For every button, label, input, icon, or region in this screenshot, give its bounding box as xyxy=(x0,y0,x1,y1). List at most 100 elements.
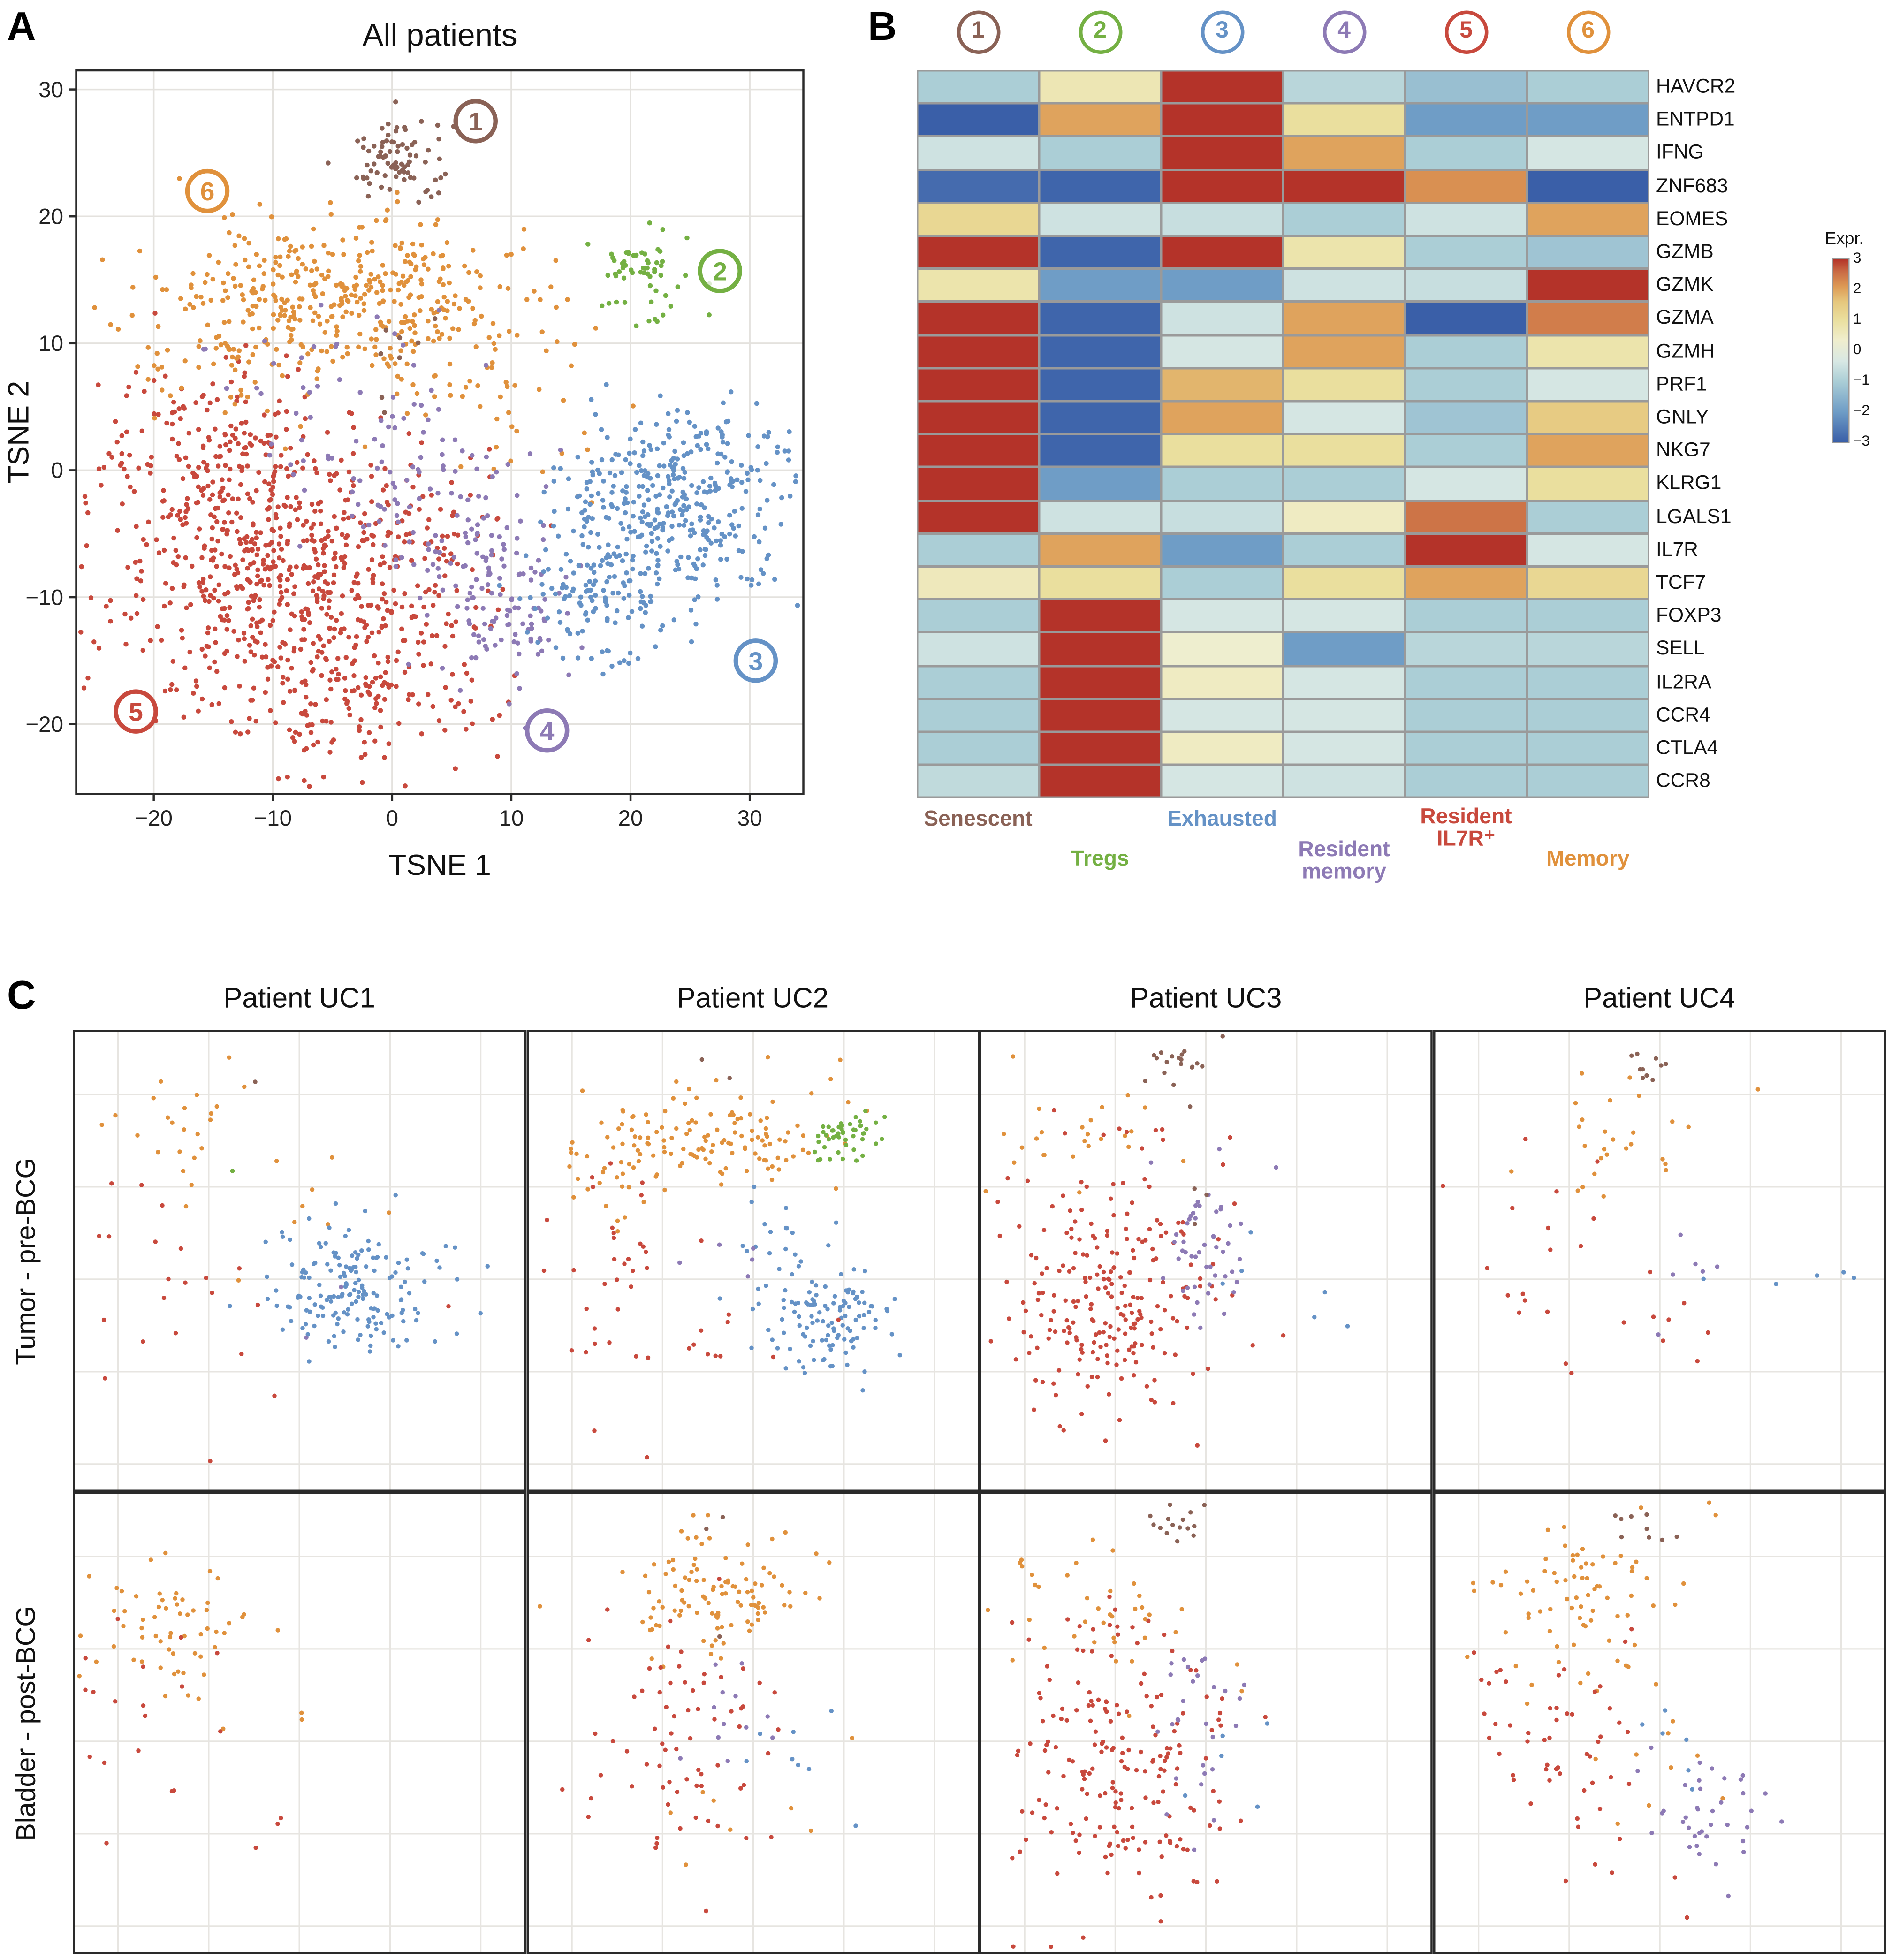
heatmap-cell xyxy=(1039,434,1161,467)
heatmap-cell xyxy=(1405,334,1527,368)
subplot-border xyxy=(73,1030,526,1492)
grid-lines xyxy=(526,1030,980,1492)
gene-label: FOXP3 xyxy=(1656,604,1722,627)
heatmap-cell xyxy=(1161,136,1283,170)
cluster-5-points xyxy=(83,1617,223,1846)
cluster-5-points xyxy=(1563,1862,1689,1920)
heatmap-cell xyxy=(1039,70,1161,104)
heatmap-cell xyxy=(1039,500,1161,533)
heatmap-cell xyxy=(1527,169,1649,203)
heatmap-column-circle-3: 3 xyxy=(1200,10,1244,54)
heatmap-cell xyxy=(1039,103,1161,137)
cluster-name-label: Tregs xyxy=(1071,845,1129,870)
cluster-3-points xyxy=(1701,1270,1856,1286)
heatmap-cell xyxy=(1039,268,1161,302)
scatter-points xyxy=(1440,1051,1856,1375)
cluster-5-points xyxy=(988,1131,1286,1448)
heatmap-cell xyxy=(1283,268,1405,302)
heatmap-cell xyxy=(917,302,1039,335)
heatmap-cell xyxy=(1405,236,1527,269)
cluster-6-points xyxy=(983,1054,1186,1195)
patient-column-title: Patient UC1 xyxy=(223,983,375,1015)
cluster-5-points xyxy=(97,1181,260,1381)
cluster-6-points xyxy=(537,1513,831,1669)
cluster-1-points xyxy=(253,1079,258,1084)
heatmap-cell xyxy=(1039,632,1161,666)
heatmap-cell xyxy=(1161,732,1283,765)
row-title: Bladder - post-BCG xyxy=(10,1605,41,1841)
cluster-3-points xyxy=(497,389,800,649)
heatmap-cell xyxy=(1527,268,1649,302)
heatmap-cell xyxy=(1527,136,1649,170)
cluster-6-points xyxy=(567,1078,869,1191)
cluster-5-points xyxy=(1440,1137,1699,1375)
cluster-1-points xyxy=(1628,1051,1668,1082)
scatter-points xyxy=(537,1513,858,1914)
cluster-3-number: 3 xyxy=(749,646,763,676)
x-tick-label: 10 xyxy=(499,806,524,831)
cluster-3-points xyxy=(717,1220,902,1393)
legend-tick-label: 1 xyxy=(1853,311,1862,327)
gene-label: IL7R xyxy=(1656,538,1698,561)
cluster-6-points xyxy=(668,1736,854,1867)
cluster-1-points xyxy=(703,1515,724,1531)
heatmap-cell xyxy=(1039,467,1161,501)
y-tick-label: −10 xyxy=(25,585,63,610)
heatmap-cell xyxy=(1039,699,1161,732)
cluster-3-points xyxy=(590,382,798,545)
heatmap-cell xyxy=(1039,202,1161,236)
heatmap-cell xyxy=(1527,699,1649,732)
gene-label: TCF7 xyxy=(1656,571,1706,594)
heatmap-cell xyxy=(1405,566,1527,600)
cluster-5-points xyxy=(541,1161,650,1433)
heatmap-cell xyxy=(1283,202,1405,236)
heatmap-cell xyxy=(1161,302,1283,335)
heatmap-cell xyxy=(1161,632,1283,666)
cluster-6-points xyxy=(236,1155,391,1283)
heatmap-cell xyxy=(1283,699,1405,732)
cluster-4-points xyxy=(304,1284,343,1340)
cluster-6-points xyxy=(77,1550,246,1698)
cluster-4-points xyxy=(350,437,569,611)
heatmap-cell xyxy=(1161,599,1283,633)
heatmap-cell xyxy=(1039,533,1161,567)
heatmap-cell xyxy=(1283,765,1405,798)
gene-label: CCR8 xyxy=(1656,769,1710,792)
subplot-border xyxy=(526,1492,980,1954)
patient-tsne-subplot xyxy=(73,1492,526,1954)
heatmap-cell xyxy=(917,169,1039,203)
cluster-6-points xyxy=(568,1126,667,1234)
y-tick-label: 0 xyxy=(51,458,63,483)
cluster-5-points xyxy=(172,1788,283,1850)
cluster-2-points xyxy=(585,220,712,328)
cluster-2-number: 2 xyxy=(713,257,727,286)
cluster-5-points xyxy=(1010,1607,1268,1949)
cluster-1-points xyxy=(1612,1512,1679,1542)
cluster-6-points xyxy=(316,253,598,463)
patient-tsne-subplot xyxy=(1432,1492,1886,1954)
heatmap-cell xyxy=(1039,302,1161,335)
heatmap-cell xyxy=(1161,169,1283,203)
heatmap-cell xyxy=(1405,632,1527,666)
cluster-1-points xyxy=(326,99,456,205)
gene-label: NKG7 xyxy=(1656,439,1710,462)
cluster-6-points xyxy=(1508,1071,1760,1199)
cluster-5-number: 5 xyxy=(129,698,143,727)
heatmap-cell xyxy=(1527,732,1649,765)
legend-tick-label: 0 xyxy=(1853,341,1862,358)
x-tick-label: 0 xyxy=(386,806,398,831)
cluster-3-points xyxy=(1183,1721,1269,1809)
legend-tick-label: −2 xyxy=(1853,402,1870,419)
cluster-1-points xyxy=(1143,1034,1225,1109)
panel-a-label: A xyxy=(7,5,36,49)
heatmap-cell xyxy=(1283,136,1405,170)
cluster-4-number: 4 xyxy=(540,716,555,745)
subplot-border xyxy=(1432,1030,1886,1492)
heatmap-cell xyxy=(1527,334,1649,368)
cluster-6-points xyxy=(99,1055,247,1209)
heatmap-cell xyxy=(1405,401,1527,434)
patient-tsne-subplot xyxy=(526,1030,980,1492)
heatmap-cell xyxy=(1283,665,1405,699)
cluster-5-points xyxy=(79,311,319,574)
cluster-4-points xyxy=(1148,1147,1278,1330)
